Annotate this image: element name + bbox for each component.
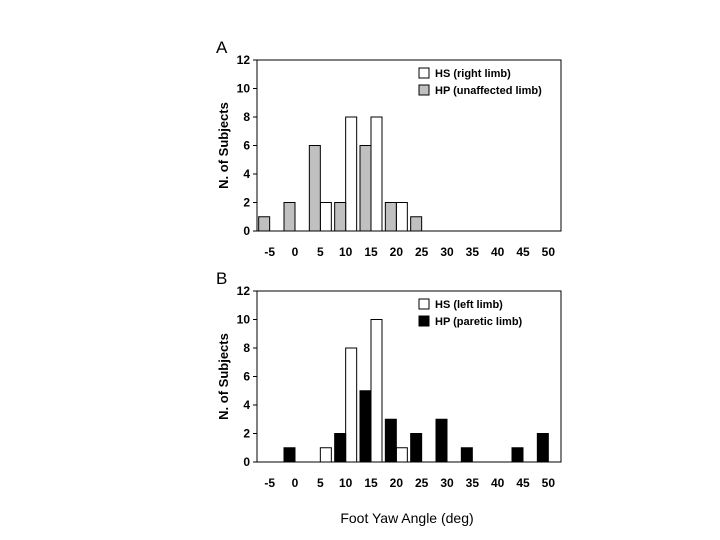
x-tick-label: 45	[516, 245, 530, 259]
y-axis-label: N. of Subjects	[216, 333, 231, 420]
bar-hs	[319, 447, 332, 463]
x-tick-label: 25	[415, 476, 429, 490]
x-tick-label: 20	[390, 245, 404, 259]
bar-hp	[308, 145, 321, 232]
x-tick-label: 15	[364, 245, 378, 259]
bar-hs	[370, 116, 383, 232]
x-tick-label: 5	[317, 476, 324, 490]
y-tick-label: 12	[237, 53, 251, 67]
bar-hp	[410, 433, 423, 463]
bar-hs	[319, 202, 332, 232]
bar-hp	[334, 433, 347, 463]
bar-hp	[258, 216, 271, 232]
bar-hp	[460, 447, 473, 463]
y-tick-label: 10	[237, 82, 251, 96]
bar-hs	[395, 447, 408, 463]
legend-entry: HS (left limb)	[435, 299, 503, 311]
legend-swatch	[418, 298, 430, 310]
bar-hp	[410, 216, 423, 232]
x-tick-label: 0	[292, 476, 299, 490]
y-tick-label: 0	[243, 224, 250, 238]
x-tick-label: 20	[390, 476, 404, 490]
y-tick-label: 2	[243, 427, 250, 441]
y-tick-label: 6	[243, 370, 250, 384]
x-tick-label: 15	[364, 476, 378, 490]
legend-entry: HP (unaffected limb)	[435, 85, 542, 97]
y-tick-label: 10	[237, 313, 251, 327]
bar-hp	[359, 145, 372, 232]
y-tick-label: 0	[243, 455, 250, 469]
y-tick-label: 8	[243, 341, 250, 355]
bar-hp	[384, 418, 397, 463]
x-tick-label: 30	[440, 245, 454, 259]
x-tick-label: 5	[317, 245, 324, 259]
x-tick-label: 10	[339, 476, 353, 490]
y-tick-label: 6	[243, 139, 250, 153]
bar-hs	[395, 202, 408, 232]
x-tick-label: 50	[542, 476, 556, 490]
x-tick-label: 35	[466, 245, 480, 259]
panel-b: B 0 2 4 6 8 10 12 -5 0 5 10 15 20 25 30 35 40 45 50 N. of Su…	[216, 269, 562, 526]
x-tick-label: 40	[491, 476, 505, 490]
y-tick-label: 8	[243, 110, 250, 124]
y-axis-label: N. of Subjects	[216, 102, 231, 189]
panel-a: A 0 2 4 6 8 10 12 -5 0 5 10 15 20 25 30 35 40 45 50 N. of Su…	[216, 38, 562, 259]
legend-swatch	[418, 84, 430, 96]
x-tick-label: 0	[292, 245, 299, 259]
bar-hp	[511, 447, 524, 463]
bar-hp	[283, 202, 296, 232]
y-tick-label: 12	[237, 284, 251, 298]
x-tick-label: 30	[440, 476, 454, 490]
panel-letter: B	[216, 269, 227, 288]
y-tick-label: 2	[243, 196, 250, 210]
x-tick-label: 50	[542, 245, 556, 259]
bar-hs	[345, 347, 358, 463]
bar-hp	[334, 202, 347, 232]
bar-hp	[435, 418, 448, 463]
legend-swatch	[418, 67, 430, 79]
bar-hp	[283, 447, 296, 463]
legend-entry: HP (paretic limb)	[435, 316, 523, 328]
bar-hs	[345, 116, 358, 232]
panel-letter: A	[216, 38, 228, 57]
bar-hs	[370, 319, 383, 463]
x-tick-label: 10	[339, 245, 353, 259]
legend-entry: HS (right limb)	[435, 68, 511, 80]
y-tick-label: 4	[243, 398, 250, 412]
bar-hp	[536, 433, 549, 463]
legend-swatch	[418, 315, 430, 327]
x-tick-label: 45	[516, 476, 530, 490]
x-tick-label: 25	[415, 245, 429, 259]
bar-hp	[359, 390, 372, 463]
y-tick-label: 4	[243, 167, 250, 181]
bar-hp	[384, 202, 397, 232]
x-tick-label: 35	[466, 476, 480, 490]
x-tick-label: 40	[491, 245, 505, 259]
x-tick-label: -5	[264, 245, 275, 259]
x-tick-label: -5	[264, 476, 275, 490]
x-axis-label: Foot Yaw Angle (deg)	[340, 510, 473, 526]
